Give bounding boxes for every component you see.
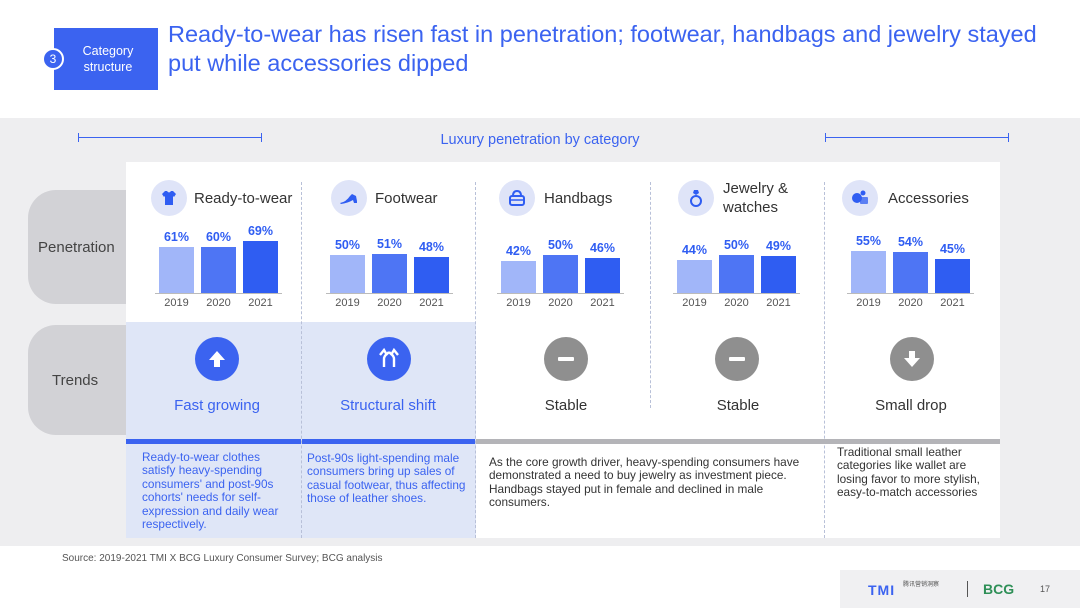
bar-mark bbox=[414, 256, 449, 293]
trend-label: Fast growing bbox=[174, 397, 260, 414]
tick-label: 2020 bbox=[206, 297, 231, 309]
data-label: 50% bbox=[547, 238, 574, 252]
bar-mark bbox=[719, 255, 754, 293]
tick-label: 2019 bbox=[682, 297, 707, 309]
chart-title: Luxury penetration by category bbox=[440, 132, 640, 148]
data-label: 60% bbox=[205, 230, 232, 245]
bar-mark bbox=[201, 247, 236, 293]
page-title: Ready-to-wear has risen fast in penetrat… bbox=[168, 21, 1037, 76]
bar-mark bbox=[761, 255, 796, 293]
tick-label: 2020 bbox=[548, 297, 573, 309]
section-label: Category structure bbox=[82, 44, 134, 74]
subtitle-rule-left bbox=[78, 133, 262, 142]
separator-bar bbox=[476, 439, 1000, 444]
tmi-logo-subtitle: 腾讯营销洞察 bbox=[903, 582, 940, 588]
category-name: Jewelry & watches bbox=[723, 180, 789, 216]
separator-bar bbox=[302, 439, 475, 444]
chart-baseline bbox=[326, 293, 453, 294]
bar-mark bbox=[501, 261, 536, 293]
source-note: Source: 2019-2021 TMI X BCG Luxury Consu… bbox=[62, 553, 383, 564]
data-label: 55% bbox=[855, 234, 882, 249]
tick-label: 2020 bbox=[898, 297, 923, 309]
section-number: 3 bbox=[42, 48, 64, 70]
category-name: Accessories bbox=[888, 190, 969, 207]
separator-bar bbox=[126, 439, 301, 444]
chart-baseline bbox=[497, 293, 624, 294]
category-name: Footwear bbox=[375, 190, 438, 207]
minus-icon bbox=[544, 337, 588, 381]
data-label: 44% bbox=[681, 242, 708, 257]
chart-baseline bbox=[155, 293, 282, 294]
bar-mark bbox=[585, 258, 620, 293]
tick-label: 2019 bbox=[506, 297, 531, 309]
data-label: 69% bbox=[247, 223, 274, 238]
trend-label: Structural shift bbox=[340, 397, 436, 414]
tick-label: 2020 bbox=[724, 297, 749, 309]
data-label: 42% bbox=[505, 244, 532, 259]
bar-mark bbox=[330, 255, 365, 293]
trend-label: Stable bbox=[544, 397, 588, 414]
data-label: 45% bbox=[939, 241, 966, 256]
tmi-logo: TMI bbox=[868, 582, 896, 598]
bcg-logo: BCG bbox=[983, 581, 1015, 597]
data-label: 49% bbox=[765, 238, 792, 253]
column-divider bbox=[650, 182, 651, 408]
bar-mark bbox=[372, 254, 407, 293]
bar-mark bbox=[159, 246, 194, 293]
data-label: 46% bbox=[589, 241, 616, 256]
minus-icon bbox=[715, 337, 759, 381]
chart-baseline bbox=[847, 293, 974, 294]
section-tag: 3 Category structure bbox=[42, 28, 158, 90]
data-label: 50% bbox=[723, 238, 750, 252]
bar-mark bbox=[243, 240, 278, 293]
category-note: Traditional small leather categories lik… bbox=[837, 445, 980, 500]
arrow-up-icon bbox=[195, 337, 239, 381]
category-name: Ready-to-wear bbox=[194, 190, 293, 207]
subtitle-rule-right bbox=[825, 133, 1009, 142]
handbag-icon bbox=[499, 180, 535, 216]
category-name: Handbags bbox=[544, 190, 613, 207]
high-heel-icon bbox=[331, 180, 367, 216]
column-divider bbox=[475, 182, 476, 538]
tick-label: 2020 bbox=[377, 297, 402, 309]
data-label: 51% bbox=[376, 237, 403, 252]
data-label: 61% bbox=[163, 229, 190, 244]
tick-label: 2021 bbox=[248, 297, 273, 309]
tick-label: 2021 bbox=[590, 297, 615, 309]
column-divider bbox=[824, 182, 825, 538]
column-divider bbox=[301, 182, 302, 538]
logo-divider bbox=[967, 581, 968, 597]
chart-baseline bbox=[673, 293, 800, 294]
shirt-icon bbox=[151, 180, 187, 216]
data-label: 48% bbox=[418, 239, 445, 254]
bar-mark bbox=[851, 251, 886, 293]
bar-mark bbox=[935, 258, 970, 293]
tick-label: 2021 bbox=[419, 297, 444, 309]
trend-label: Stable bbox=[716, 397, 760, 414]
ring-icon bbox=[678, 180, 714, 216]
arrow-down-icon bbox=[890, 337, 934, 381]
tick-label: 2021 bbox=[940, 297, 965, 309]
data-label: 50% bbox=[334, 238, 361, 252]
tick-label: 2021 bbox=[766, 297, 791, 309]
tick-label: 2019 bbox=[856, 297, 881, 309]
trend-label: Small drop bbox=[875, 397, 947, 414]
bar-mark bbox=[677, 259, 712, 293]
category-note: Post-90s light-spending male consumers b… bbox=[307, 451, 466, 506]
data-label: 54% bbox=[897, 234, 924, 249]
bar-mark bbox=[893, 251, 928, 293]
category-note: Ready-to-wear clothes satisfy heavy-spen… bbox=[142, 450, 279, 532]
accessories-icon bbox=[842, 180, 878, 216]
page-number: 17 bbox=[1040, 584, 1051, 594]
category-note: As the core growth driver, heavy-spendin… bbox=[489, 455, 800, 510]
shift-arrows-icon bbox=[367, 337, 411, 381]
tick-label: 2019 bbox=[335, 297, 360, 309]
bar-mark bbox=[543, 255, 578, 293]
footer-logo-bar bbox=[840, 570, 1080, 608]
tick-label: 2019 bbox=[164, 297, 189, 309]
